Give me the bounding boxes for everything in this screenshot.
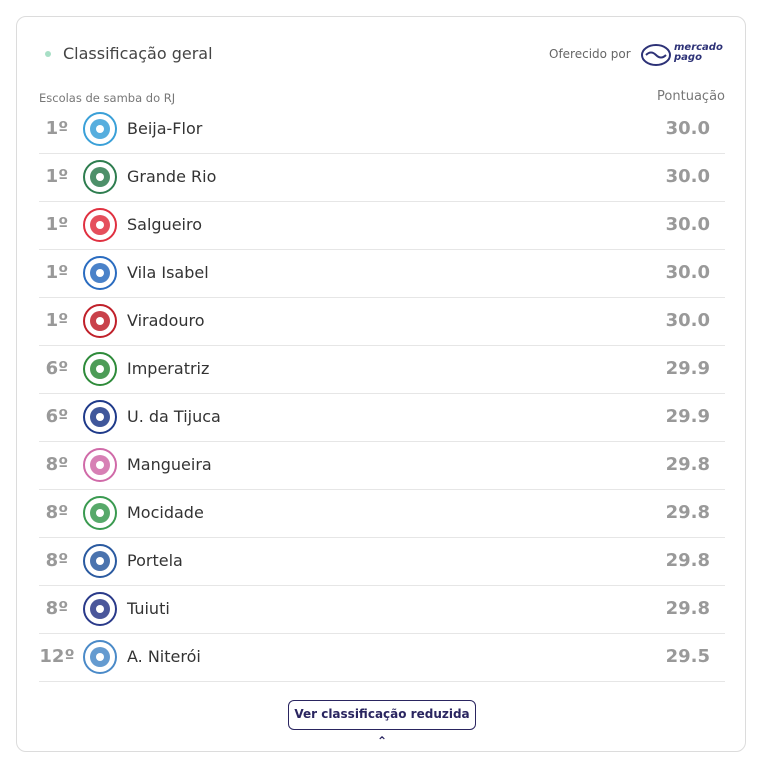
table-row: 6º Imperatriz 29.9	[39, 346, 725, 394]
sponsor-logo: mercado pago	[674, 43, 723, 63]
rank: 1º	[45, 118, 69, 139]
school-name: Vila Isabel	[127, 263, 209, 282]
school-name: Tuiuti	[127, 599, 170, 618]
rank: 12º	[39, 646, 75, 667]
score: 29.8	[665, 550, 710, 571]
toggle-button[interactable]: Ver classificação reduzida ⌃	[288, 700, 476, 748]
school-logo	[83, 592, 117, 626]
score: 29.9	[665, 406, 710, 427]
score: 29.8	[665, 454, 710, 475]
school-name: Grande Rio	[127, 167, 217, 186]
table-row: 8º Mangueira 29.8	[39, 442, 725, 490]
rank: 8º	[45, 454, 69, 475]
score: 30.0	[665, 310, 710, 331]
school-logo	[83, 160, 117, 194]
table-row: 1º Beija-Flor 30.0	[39, 106, 725, 154]
school-logo	[83, 544, 117, 578]
score: 29.5	[665, 646, 710, 667]
rank: 8º	[45, 598, 69, 619]
score: 30.0	[665, 262, 710, 283]
score: 29.8	[665, 598, 710, 619]
rank: 1º	[45, 262, 69, 283]
school-logo	[83, 256, 117, 290]
school-logo	[83, 352, 117, 386]
column-header: Pontuação	[657, 89, 725, 104]
table-row: 8º Portela 29.8	[39, 538, 725, 586]
school-logo	[83, 448, 117, 482]
school-logo	[83, 400, 117, 434]
school-name: U. da Tijuca	[127, 407, 221, 426]
rank: 1º	[45, 310, 69, 331]
rank: 6º	[45, 406, 69, 427]
rank: 1º	[45, 166, 69, 187]
table-row: 8º Tuiuti 29.8	[39, 586, 725, 634]
table-row: 8º Mocidade 29.8	[39, 490, 725, 538]
school-logo	[83, 208, 117, 242]
school-name: A. Niterói	[127, 647, 201, 666]
score: 30.0	[665, 214, 710, 235]
rank: 6º	[45, 358, 69, 379]
table-row: 1º Vila Isabel 30.0	[39, 250, 725, 298]
table-row: 12º A. Niterói 29.5	[39, 634, 725, 682]
school-name: Mangueira	[127, 455, 212, 474]
score: 29.9	[665, 358, 710, 379]
school-name: Beija-Flor	[127, 119, 203, 138]
rank: 8º	[45, 502, 69, 523]
school-logo	[83, 112, 117, 146]
school-logo	[83, 304, 117, 338]
rank: 8º	[45, 550, 69, 571]
table-row: 1º Viradouro 30.0	[39, 298, 725, 346]
sponsor-icon	[641, 44, 671, 66]
school-name: Salgueiro	[127, 215, 203, 234]
card	[16, 16, 746, 752]
score: 30.0	[665, 118, 710, 139]
score: 29.8	[665, 502, 710, 523]
table-row: 1º Grande Rio 30.0	[39, 154, 725, 202]
table-row: 6º U. da Tijuca 29.9	[39, 394, 725, 442]
sponsor-logo-line: pago	[674, 52, 702, 63]
sponsor-label: Oferecido por	[549, 47, 631, 61]
sponsor-logo-line: mercado	[674, 42, 723, 53]
button-label: Ver classificação reduzida	[294, 707, 470, 721]
school-name: Portela	[127, 551, 183, 570]
column-header: Escolas de samba do RJ	[39, 91, 176, 105]
status-dot	[45, 51, 51, 57]
title: Classificação geral	[63, 44, 213, 63]
school-name: Mocidade	[127, 503, 204, 522]
school-name: Viradouro	[127, 311, 205, 330]
school-name: Imperatriz	[127, 359, 210, 378]
table-row: 1º Salgueiro 30.0	[39, 202, 725, 250]
score: 30.0	[665, 166, 710, 187]
rank: 1º	[45, 214, 69, 235]
school-logo	[83, 640, 117, 674]
school-logo	[83, 496, 117, 530]
